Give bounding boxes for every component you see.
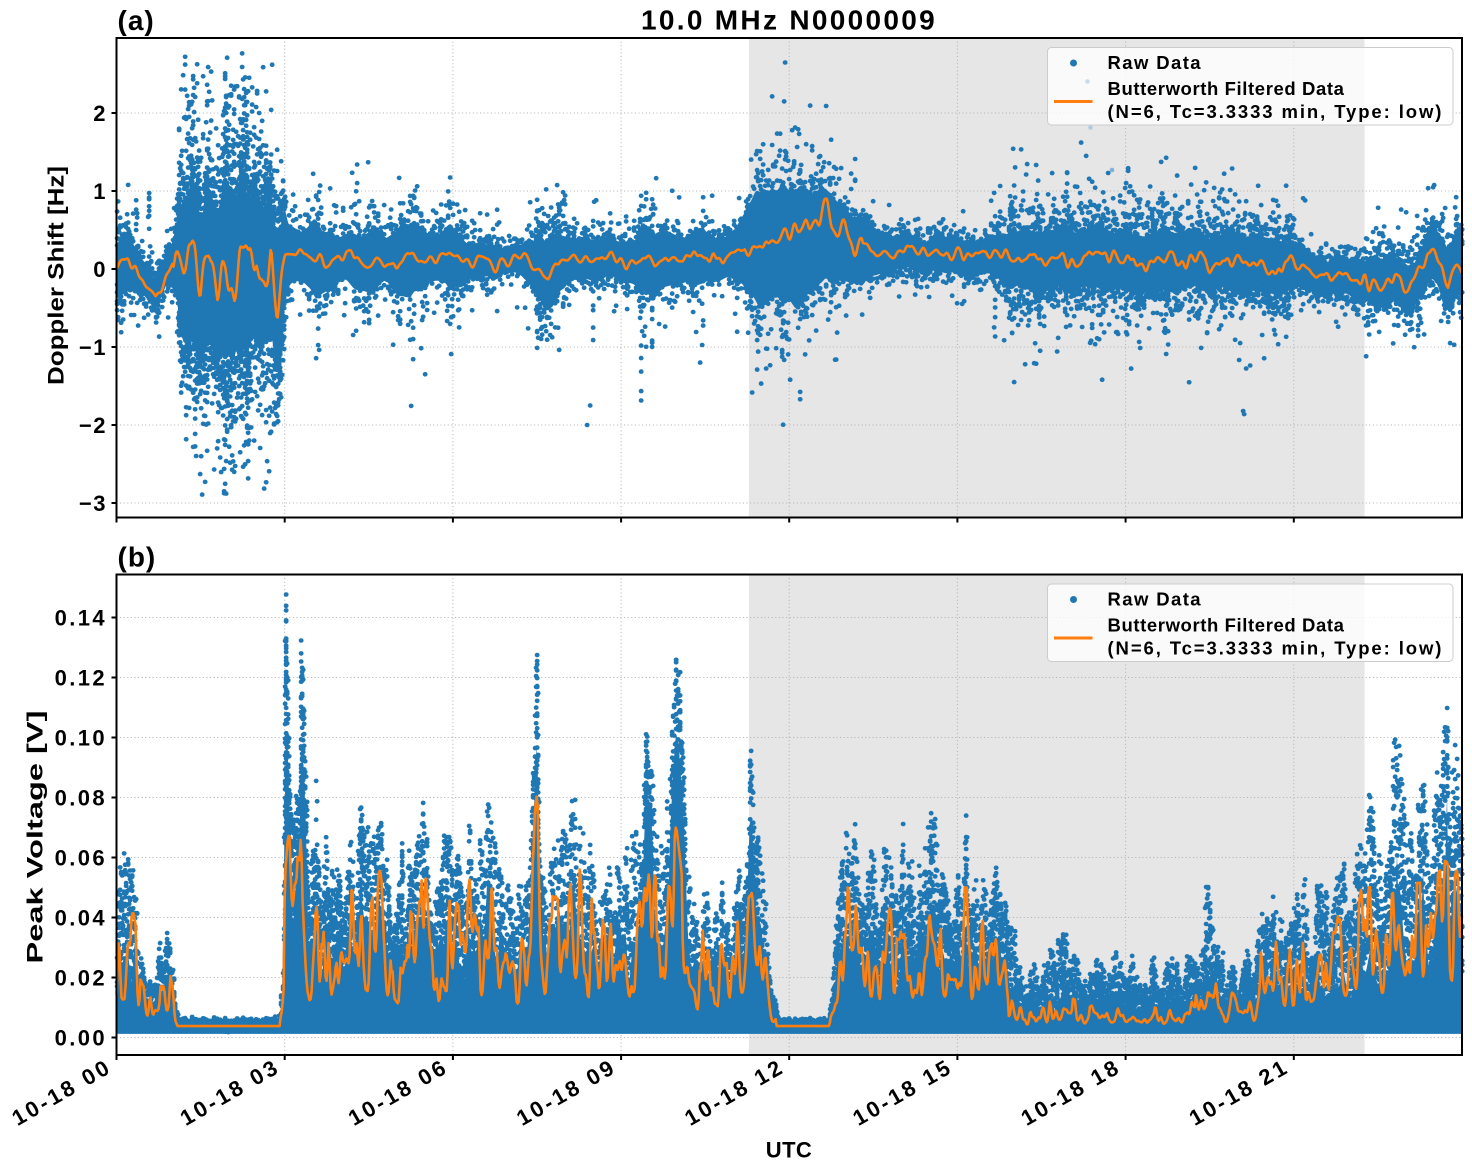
svg-text:−3: −3 (79, 491, 107, 516)
svg-text:Butterworth Filtered Data: Butterworth Filtered Data (1108, 78, 1345, 99)
svg-text:Raw Data: Raw Data (1108, 589, 1202, 610)
svg-text:−2: −2 (79, 413, 107, 438)
svg-text:10.0 MHz N0000009: 10.0 MHz N0000009 (641, 5, 937, 36)
svg-text:0.08: 0.08 (55, 786, 107, 811)
svg-text:0.02: 0.02 (55, 966, 107, 991)
svg-text:Peak Voltage [V]: Peak Voltage [V] (23, 711, 48, 964)
svg-text:(a): (a) (118, 5, 155, 36)
svg-text:0.12: 0.12 (55, 666, 107, 691)
svg-text:0.06: 0.06 (55, 846, 107, 871)
svg-text:0.10: 0.10 (55, 726, 107, 751)
svg-text:Butterworth Filtered Data: Butterworth Filtered Data (1108, 615, 1345, 636)
svg-text:(N=6, Tc=3.3333 min, Type: low: (N=6, Tc=3.3333 min, Type: low) (1108, 101, 1444, 122)
svg-text:UTC: UTC (766, 1138, 812, 1163)
svg-text:(b): (b) (118, 542, 157, 573)
svg-text:(N=6, Tc=3.3333 min, Type: low: (N=6, Tc=3.3333 min, Type: low) (1108, 638, 1444, 659)
svg-text:2: 2 (93, 101, 107, 126)
svg-text:Doppler Shift [Hz]: Doppler Shift [Hz] (44, 166, 69, 385)
svg-text:0.00: 0.00 (55, 1026, 107, 1051)
svg-text:1: 1 (93, 179, 107, 204)
svg-text:0.04: 0.04 (55, 906, 107, 931)
svg-text:0: 0 (93, 257, 107, 282)
svg-text:−1: −1 (79, 335, 107, 360)
svg-text:Raw Data: Raw Data (1108, 52, 1202, 73)
svg-text:0.14: 0.14 (55, 606, 107, 631)
